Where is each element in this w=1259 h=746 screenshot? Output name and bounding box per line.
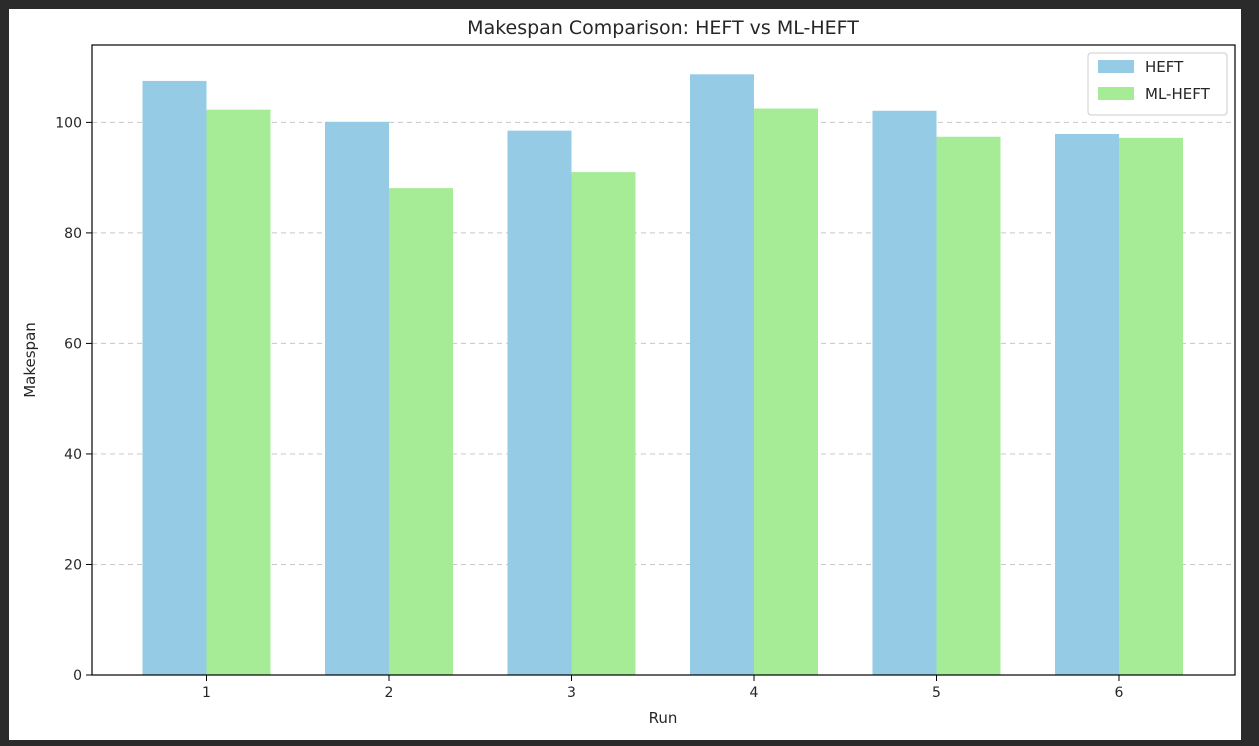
- x-tick-label: 1: [202, 685, 211, 701]
- legend-swatch-ml-heft: [1098, 87, 1134, 100]
- bar-heft-run-5: [872, 110, 937, 675]
- bar-ml-heft-run-3: [571, 172, 636, 675]
- y-tick-label: 60: [64, 336, 82, 352]
- x-tick-label: 6: [1115, 685, 1124, 701]
- chart-figure: Makespan Comparison: HEFT vs ML-HEFT 0 20…: [9, 9, 1241, 740]
- y-tick-label: 80: [64, 226, 82, 242]
- y-tick-label: 40: [64, 447, 82, 463]
- bar-ml-heft-run-4: [754, 108, 818, 676]
- legend-swatch-heft: [1098, 60, 1134, 73]
- x-axis-ticks: 1 2 3 4 5 6: [202, 675, 1124, 701]
- y-tick-label: 100: [55, 115, 82, 131]
- bar-heft-run-2: [325, 121, 389, 675]
- y-tick-label: 0: [73, 668, 82, 684]
- bars: [142, 74, 1183, 676]
- bar-ml-heft-run-5: [936, 136, 1001, 676]
- x-tick-label: 4: [750, 685, 759, 701]
- x-tick-label: 5: [932, 685, 941, 701]
- bar-heft-run-1: [142, 80, 207, 676]
- bar-ml-heft-run-2: [389, 188, 453, 675]
- y-tick-label: 20: [64, 557, 82, 573]
- bar-ml-heft-run-6: [1119, 137, 1183, 675]
- bar-heft-run-6: [1055, 133, 1119, 675]
- plot-frame: [91, 44, 1236, 676]
- x-tick-label: 2: [385, 685, 394, 701]
- grid-lines: [92, 121, 1235, 565]
- chart-title: Makespan Comparison: HEFT vs ML-HEFT: [467, 17, 859, 39]
- bar-chart: Makespan Comparison: HEFT vs ML-HEFT 020…: [21, 17, 1236, 727]
- y-axis-label: Makespan: [21, 322, 39, 398]
- bar-heft-run-4: [690, 74, 754, 675]
- bar-heft-run-3: [507, 130, 572, 675]
- legend-label-heft: HEFT: [1145, 58, 1184, 76]
- bar-ml-heft-run-1: [206, 109, 271, 675]
- x-tick-label: 3: [567, 685, 576, 701]
- x-axis-label: Run: [649, 709, 678, 727]
- legend: HEFT ML-HEFT: [1087, 52, 1228, 116]
- y-axis-ticks: 0 20 40 60 80 100: [55, 115, 92, 684]
- legend-label-ml-heft: ML-HEFT: [1145, 85, 1211, 103]
